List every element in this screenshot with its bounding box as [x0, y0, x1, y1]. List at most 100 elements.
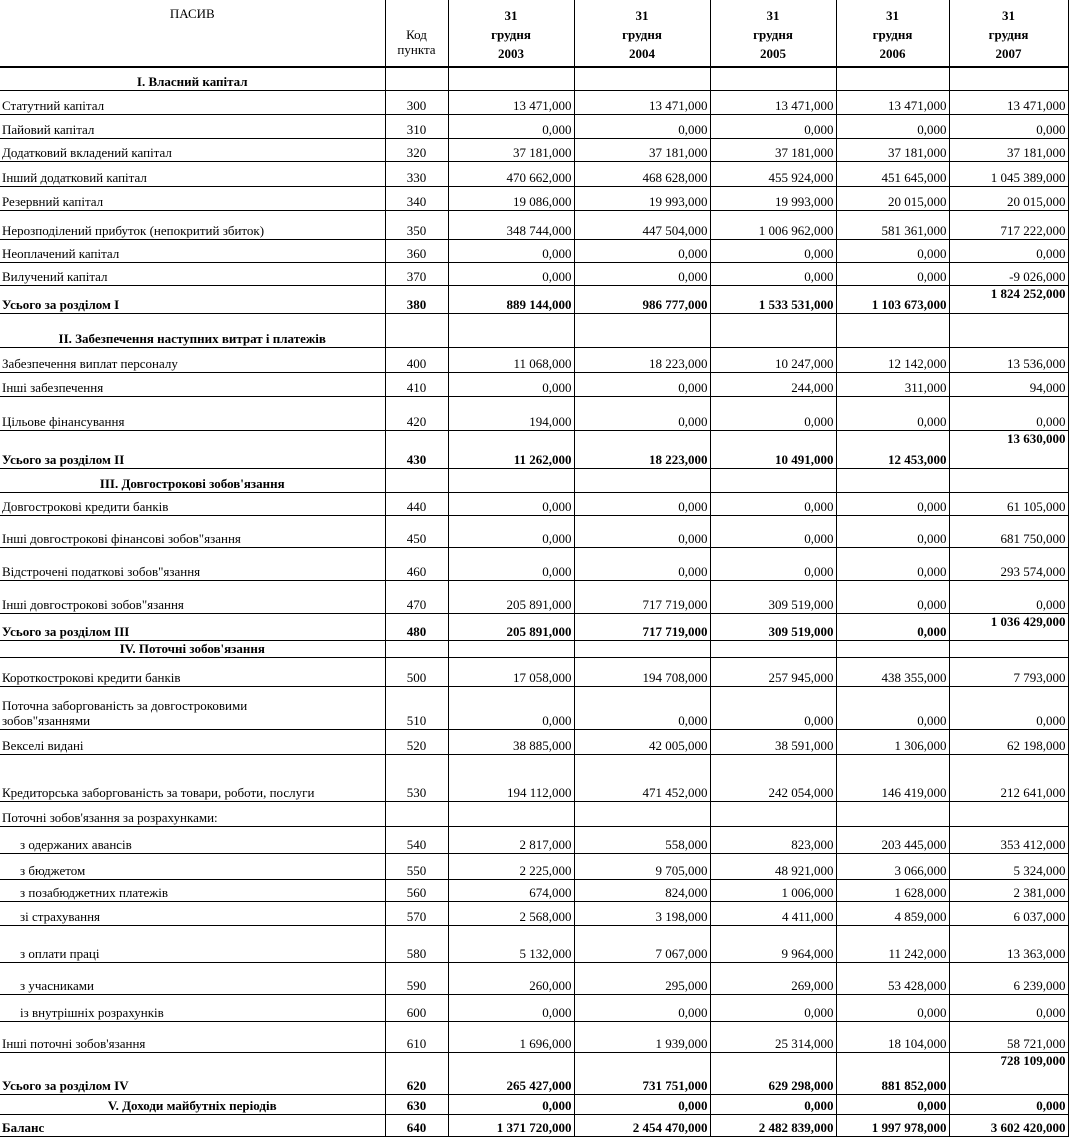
row-value: 438 355,000: [835, 657, 950, 687]
row-value: 2 225,000: [447, 853, 575, 880]
row-value: [447, 640, 575, 658]
header-line: Код: [406, 27, 427, 42]
header-cell: 31 грудня 2005: [709, 0, 837, 68]
row-label: Поточні зобов'язання за розрахунками:: [0, 801, 386, 827]
row-value: 53 428,000: [835, 962, 950, 995]
row-code: 570: [384, 901, 449, 926]
row-value: 0,000: [573, 1094, 711, 1115]
row-label: з оплати праці: [0, 925, 386, 963]
row-label: Резервний капітал: [0, 186, 386, 211]
row-value: -9 026,000: [948, 262, 1069, 286]
row-label: Усього за розділом IV: [0, 1052, 386, 1095]
row-value: 0,000: [948, 239, 1069, 263]
row-value: [709, 640, 837, 658]
row-code: 360: [384, 239, 449, 263]
header-line: ПАСИВ: [169, 6, 215, 21]
row-label: V. Доходи майбутніх періодів: [0, 1094, 386, 1115]
row-value: 1 006 962,000: [709, 210, 837, 240]
row-value: 5 324,000: [948, 853, 1069, 880]
row-value: 0,000: [709, 547, 837, 581]
row-label: Усього за розділом I: [0, 285, 386, 314]
row-value: 0,000: [573, 372, 711, 397]
row-value: 0,000: [573, 994, 711, 1022]
row-value: 194 112,000: [447, 754, 575, 802]
row-value: 309 519,000: [709, 580, 837, 614]
table-body: I. Власний капітал Статутний капітал 300 13…: [0, 67, 1069, 1137]
row-value: 0,000: [447, 239, 575, 263]
table-row: Усього за розділом IV 620 265 427,000 731 7…: [0, 1052, 1069, 1095]
row-value: 0,000: [573, 239, 711, 263]
row-code: 470: [384, 580, 449, 614]
table-row: Усього за розділом III 480 205 891,000 717 …: [0, 613, 1069, 641]
table-row: Поточна заборгованість за довгостроковим…: [0, 686, 1069, 730]
row-value: [573, 67, 711, 91]
table-row: з бюджетом 550 2 225,000 9 705,000 48 921,00…: [0, 853, 1069, 880]
row-value: 6 239,000: [948, 962, 1069, 995]
row-label: I. Власний капітал: [0, 67, 386, 91]
row-value: 20 015,000: [948, 186, 1069, 211]
row-label: з позабюджетних платежів: [0, 879, 386, 902]
row-value: 0,000: [709, 686, 837, 730]
row-value: 0,000: [948, 994, 1069, 1022]
row-value: 581 361,000: [835, 210, 950, 240]
row-value: 2 454 470,000: [573, 1114, 711, 1137]
row-label: III. Довгострокові зобов'язання: [0, 468, 386, 493]
row-code: 440: [384, 492, 449, 516]
row-label: Інші поточні зобов'язання: [0, 1021, 386, 1053]
header-line: 2005: [760, 46, 786, 61]
row-value: 7 793,000: [948, 657, 1069, 687]
header-line: грудня: [622, 27, 662, 42]
header-line: 31: [635, 8, 649, 23]
row-label: Поточна заборгованість за довгостроковим…: [0, 686, 386, 730]
row-value: 1 006,000: [709, 879, 837, 902]
row-label: Пайовий капітал: [0, 114, 386, 139]
row-value: 0,000: [573, 492, 711, 516]
row-value: 205 891,000: [447, 580, 575, 614]
row-value: 0,000: [447, 515, 575, 548]
row-value: 1 371 720,000: [447, 1114, 575, 1137]
row-value: 18 223,000: [573, 347, 711, 373]
row-value: 2 381,000: [948, 879, 1069, 902]
row-value: 10 491,000: [709, 430, 837, 469]
row-value: 10 247,000: [709, 347, 837, 373]
row-value: [948, 67, 1069, 91]
row-label: II. Забезпечення наступних витрат і плат…: [0, 313, 386, 348]
row-code: 430: [384, 430, 449, 469]
row-code: [384, 468, 449, 493]
row-value: 0,000: [835, 994, 950, 1022]
row-value: 0,000: [447, 114, 575, 139]
row-value: 13 536,000: [948, 347, 1069, 373]
row-value: 7 067,000: [573, 925, 711, 963]
row-code: 640: [384, 1114, 449, 1137]
row-value: [573, 313, 711, 348]
table-row: II. Забезпечення наступних витрат і плат…: [0, 313, 1069, 348]
row-value: 1 045 389,000: [948, 161, 1069, 187]
row-value: 674,000: [447, 879, 575, 902]
row-value: [709, 313, 837, 348]
header-cell: ПАСИВ: [0, 0, 386, 68]
row-value: 471 452,000: [573, 754, 711, 802]
row-value: 0,000: [573, 515, 711, 548]
row-value: 19 993,000: [573, 186, 711, 211]
row-value: 2 482 839,000: [709, 1114, 837, 1137]
table-row: із внутрішніх розрахунків 600 0,000 0,000 0,…: [0, 994, 1069, 1022]
row-value: 12 453,000: [835, 430, 950, 469]
row-value: 0,000: [835, 239, 950, 263]
row-value: 38 885,000: [447, 729, 575, 755]
row-value: 0,000: [709, 492, 837, 516]
row-value: [447, 468, 575, 493]
row-value: 0,000: [573, 547, 711, 581]
row-value: 58 721,000: [948, 1021, 1069, 1053]
row-value: 94,000: [948, 372, 1069, 397]
row-value: 0,000: [573, 262, 711, 286]
table-row: Поточні зобов'язання за розрахунками:: [0, 801, 1069, 827]
row-value: 146 419,000: [835, 754, 950, 802]
table-row: Пайовий капітал 310 0,000 0,000 0,000 0,000 0,…: [0, 114, 1069, 139]
row-value: 558,000: [573, 826, 711, 854]
row-code: 400: [384, 347, 449, 373]
row-code: 630: [384, 1094, 449, 1115]
header-line: грудня: [753, 27, 793, 42]
table-row: Усього за розділом II 430 11 262,000 18 223…: [0, 430, 1069, 469]
row-value: [948, 801, 1069, 827]
row-code: [384, 801, 449, 827]
